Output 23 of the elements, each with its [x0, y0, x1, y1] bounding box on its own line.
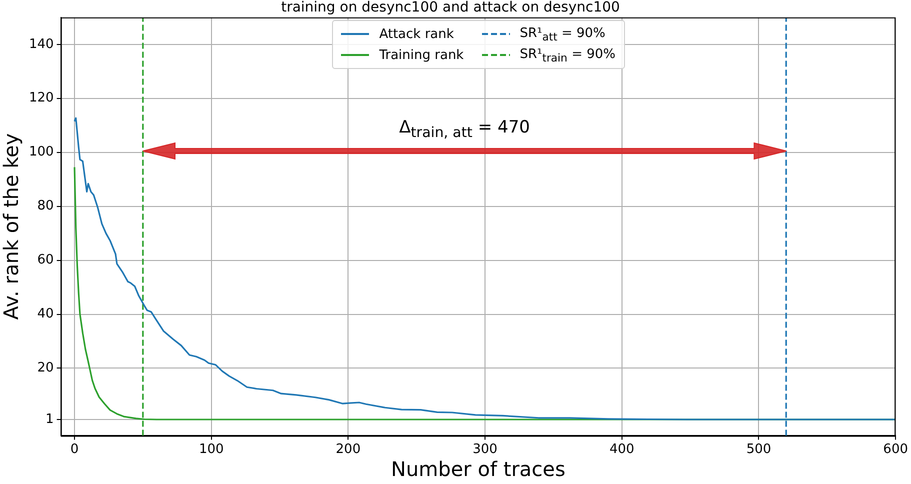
annotation: Δ$_{train, att}$ = 470 — [399, 118, 530, 142]
chart-title: training on desync100 and attack on desync100 — [281, 0, 620, 16]
x-tick-label: 100 — [198, 442, 224, 458]
y-tick-label: 80 — [37, 198, 54, 214]
x-tick-label: 400 — [609, 442, 634, 458]
x-tick-label: 500 — [746, 442, 772, 458]
y-tick-label: 1 — [46, 412, 54, 427]
legend-label: SR¹$_{train}$ = 90% — [520, 46, 616, 64]
legend-label: Training rank — [379, 48, 464, 63]
y-tick-label: 120 — [28, 90, 54, 106]
legend-label: Attack rank — [379, 26, 454, 42]
y-tick-label: 40 — [37, 306, 54, 322]
legend-label: SR¹$_{att}$ = 90% — [520, 26, 606, 44]
x-tick-label: 0 — [70, 442, 79, 458]
y-tick-label: 60 — [37, 252, 54, 268]
x-axis-title: Number of traces — [391, 457, 566, 482]
x-tick-label: 300 — [472, 442, 498, 458]
x-tick-label: 600 — [883, 442, 908, 458]
y-tick-label: 20 — [37, 360, 54, 376]
x-tick-label: 200 — [336, 442, 361, 458]
y-axis-title: Av. rank of the key — [0, 133, 24, 320]
y-tick-label: 100 — [28, 144, 54, 160]
y-tick-label: 140 — [28, 36, 54, 52]
